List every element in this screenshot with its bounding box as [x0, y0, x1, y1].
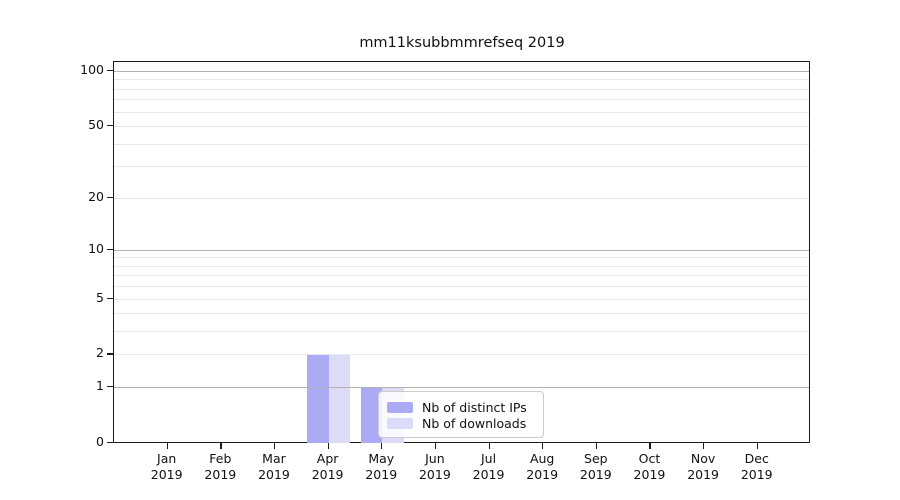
x-tick-mark — [166, 443, 168, 449]
x-tick-year: 2019 — [687, 467, 719, 482]
x-tick-year: 2019 — [418, 467, 451, 482]
x-tick-mark — [273, 443, 276, 449]
y-tick-mark — [107, 70, 113, 72]
bar-nb-of-downloads-apr — [328, 354, 350, 443]
x-tick-mark — [595, 443, 597, 449]
x-tick-month: Oct — [638, 451, 661, 466]
gridline-minor — [114, 166, 809, 168]
x-tick-year: 2019 — [258, 467, 290, 482]
gridline-minor — [114, 298, 809, 300]
y-tick-mark — [107, 196, 113, 198]
gridline-minor — [114, 126, 809, 128]
x-tick-mark — [220, 443, 222, 449]
gridline-minor — [114, 313, 809, 315]
plot-area: Nb of distinct IPs Nb of downloads — [113, 61, 810, 443]
y-tick-label: 2 — [96, 345, 104, 361]
x-tick-month: Jun — [425, 451, 445, 466]
y-tick-mark — [107, 125, 113, 127]
legend-label-distinct-ips: Nb of distinct IPs — [422, 399, 527, 415]
y-tick-mark — [107, 386, 113, 388]
gridline-minor — [114, 331, 809, 333]
gridline-minor — [114, 111, 809, 113]
x-tick-month: Apr — [316, 451, 339, 466]
bar-nb-of-distinct-ips-apr — [307, 354, 329, 443]
y-tick-label: 1 — [96, 378, 104, 394]
y-tick-mark — [107, 297, 113, 299]
legend-swatch-distinct-ips — [387, 401, 413, 413]
x-tick-month: Nov — [690, 451, 716, 466]
gridline-minor — [114, 275, 809, 277]
x-tick-month: Jan — [157, 451, 177, 466]
x-tick-label-dec: Dec 2019 — [725, 451, 789, 483]
gridline-minor — [114, 197, 809, 199]
y-tick-mark — [107, 442, 113, 444]
x-tick-month: Mar — [262, 451, 286, 466]
y-tick-label: 0 — [96, 434, 104, 449]
x-tick-label-nov: Nov 2019 — [671, 451, 735, 483]
gridline-minor — [114, 79, 809, 81]
x-tick-label-may: May 2019 — [349, 451, 413, 483]
x-tick-mark — [434, 443, 437, 449]
legend-item-distinct-ips: Nb of distinct IPs — [387, 399, 534, 415]
x-tick-year: 2019 — [526, 467, 559, 482]
y-tick-label: 20 — [88, 188, 104, 204]
y-tick-label: 100 — [80, 62, 104, 78]
x-tick-month: Aug — [529, 451, 555, 466]
gridline-major — [114, 249, 809, 251]
x-tick-label-jun: Jun 2019 — [403, 451, 467, 483]
x-tick-month: Feb — [209, 451, 232, 466]
legend: Nb of distinct IPs Nb of downloads — [378, 391, 544, 438]
x-tick-year: 2019 — [579, 467, 612, 482]
x-tick-mark — [327, 443, 329, 449]
gridline-minor — [114, 99, 809, 101]
y-tick-label: 10 — [88, 240, 104, 256]
gridline-minor — [114, 354, 809, 356]
x-tick-label-oct: Oct 2019 — [617, 451, 681, 483]
x-tick-mark — [756, 443, 758, 449]
x-tick-year: 2019 — [472, 467, 505, 482]
x-tick-month: May — [368, 451, 395, 466]
x-tick-year: 2019 — [365, 467, 398, 482]
gridlines — [114, 62, 809, 442]
gridline-major — [114, 71, 809, 73]
x-tick-year: 2019 — [633, 467, 666, 482]
x-tick-label-aug: Aug 2019 — [510, 451, 574, 483]
x-tick-label-feb: Feb 2019 — [188, 451, 252, 483]
x-tick-label-apr: Apr 2019 — [296, 451, 360, 483]
legend-label-downloads: Nb of downloads — [422, 415, 527, 431]
x-tick-mark — [703, 443, 705, 449]
gridline-minor — [114, 257, 809, 259]
y-tick-mark — [107, 248, 113, 250]
legend-item-downloads: Nb of downloads — [387, 415, 534, 431]
x-tick-month: Sep — [584, 451, 608, 466]
chart-title: mm11ksubbmmrefseq 2019 — [359, 35, 565, 51]
gridline-major — [114, 387, 809, 389]
x-tick-label-mar: Mar 2019 — [242, 451, 306, 483]
x-tick-month: Dec — [744, 451, 769, 466]
y-tick-label: 5 — [96, 289, 104, 305]
x-tick-mark — [649, 443, 651, 449]
x-tick-mark — [381, 443, 383, 449]
y-tick-mark — [107, 353, 113, 355]
x-tick-year: 2019 — [150, 467, 183, 482]
y-tick-label: 50 — [88, 117, 104, 133]
x-tick-label-jul: Jul 2019 — [457, 451, 521, 483]
gridline-minor — [114, 286, 809, 288]
legend-swatch-downloads — [387, 417, 413, 429]
x-tick-month: Jul — [480, 451, 497, 466]
bar-nb-of-distinct-ips-may — [360, 387, 383, 443]
x-tick-year: 2019 — [311, 467, 344, 482]
x-tick-mark — [488, 443, 490, 449]
gridline-minor — [114, 88, 809, 90]
gridline-minor — [114, 265, 809, 267]
x-tick-label-sep: Sep 2019 — [564, 451, 628, 483]
x-tick-year: 2019 — [740, 467, 773, 482]
x-tick-year: 2019 — [204, 467, 237, 482]
gridline-minor — [114, 143, 809, 145]
x-tick-label-jan: Jan 2019 — [135, 451, 199, 483]
x-tick-mark — [542, 443, 544, 449]
